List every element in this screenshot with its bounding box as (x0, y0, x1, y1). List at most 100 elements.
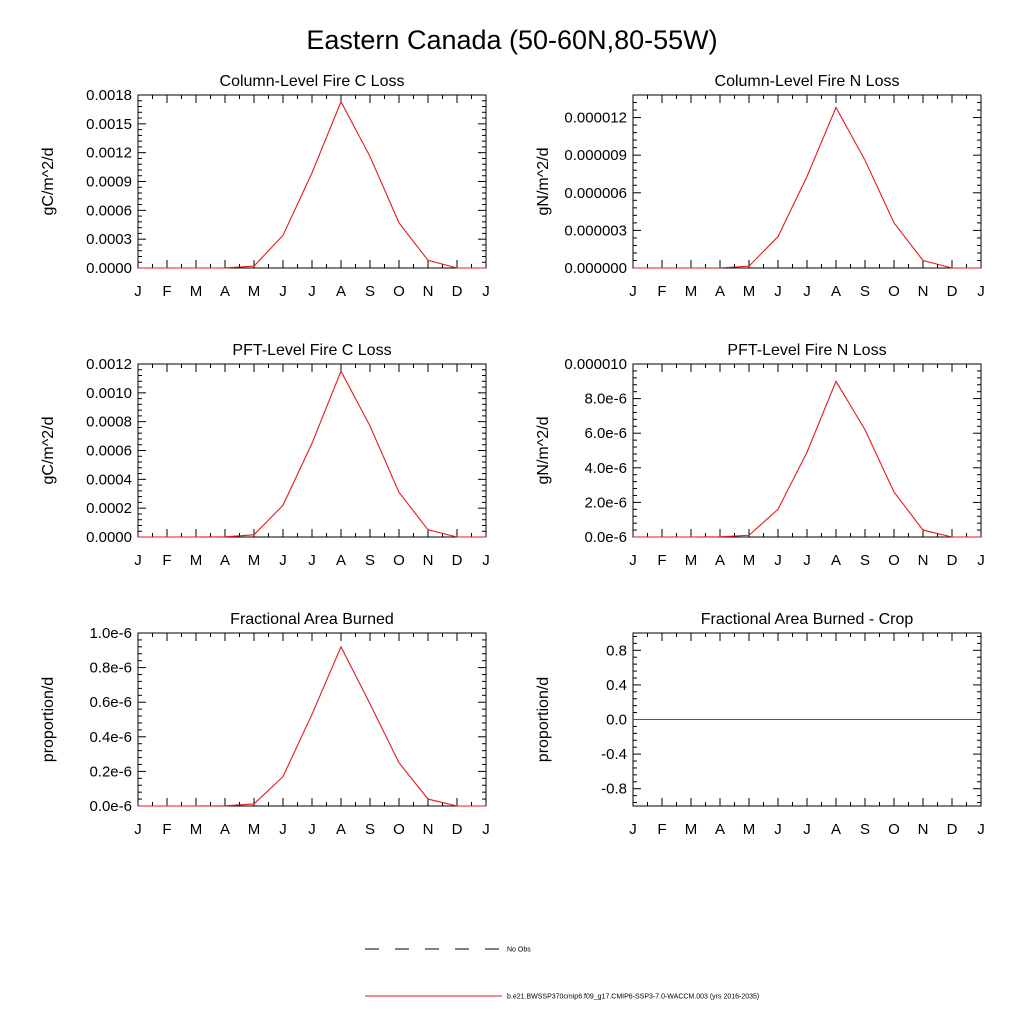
x-tick-label: J (134, 283, 142, 300)
legend-label-no-obs: No Obs (507, 947, 531, 954)
x-tick-label: J (774, 821, 782, 838)
x-tick-label: M (190, 283, 203, 300)
y-axis-label: proportion/d (535, 677, 552, 762)
y-tick-label: 0.000009 (564, 147, 627, 164)
x-tick-label: M (248, 283, 261, 300)
x-tick-label: S (365, 821, 375, 838)
x-tick-label: J (629, 283, 637, 300)
y-tick-label: 0.0002 (86, 500, 132, 517)
y-tick-label: 0.0008 (86, 414, 132, 431)
y-tick-label: 0.0 (606, 712, 627, 729)
x-tick-label: J (134, 821, 142, 838)
x-tick-label: M (685, 283, 698, 300)
x-tick-label: J (629, 821, 637, 838)
chart-panel-6: Fractional Area Burned - Crop proportion/… (535, 611, 985, 838)
y-tick-label: 0.000006 (564, 185, 627, 202)
y-tick-label: 0.0009 (86, 174, 132, 191)
x-tick-label: N (423, 552, 434, 569)
y-tick-label: 0.0006 (86, 202, 132, 219)
x-tick-label: J (279, 283, 287, 300)
x-tick-label: D (947, 821, 958, 838)
x-tick-label: M (743, 283, 756, 300)
x-tick-label: J (774, 552, 782, 569)
y-tick-label: 0.0012 (86, 145, 132, 162)
x-tick-label: D (452, 552, 463, 569)
y-tick-label: 2.0e-6 (584, 494, 627, 511)
x-tick-label: J (134, 552, 142, 569)
x-tick-label: F (162, 283, 171, 300)
x-tick-label: F (657, 552, 666, 569)
x-tick-label: J (482, 552, 490, 569)
x-tick-label: O (393, 283, 405, 300)
y-tick-label: 0.0010 (86, 385, 132, 402)
y-tick-label: 0.000003 (564, 222, 627, 239)
y-tick-label: 0.6e-6 (89, 694, 132, 711)
x-tick-label: M (248, 821, 261, 838)
x-tick-label: M (743, 552, 756, 569)
panel-title: Column-Level Fire C Loss (220, 73, 405, 90)
x-tick-label: J (308, 821, 316, 838)
x-tick-label: F (162, 821, 171, 838)
x-tick-label: A (220, 821, 230, 838)
x-tick-label: N (918, 283, 929, 300)
x-tick-label: D (947, 283, 958, 300)
series-line-1 (138, 100, 486, 269)
y-tick-label: 0.0004 (86, 471, 132, 488)
figure-title: Eastern Canada (50-60N,80-55W) (306, 25, 717, 55)
x-tick-label: A (336, 552, 346, 569)
series-line-1 (138, 645, 486, 807)
y-tick-label: 0.8e-6 (89, 660, 132, 677)
x-tick-label: O (888, 283, 900, 300)
legend: No Obs b.e21.BWSSP370cmip6.f09_g17.CMIP6… (365, 947, 759, 1001)
panel-title: Fractional Area Burned (230, 611, 394, 628)
x-tick-label: J (308, 552, 316, 569)
x-tick-label: A (831, 552, 841, 569)
panel-title: PFT-Level Fire C Loss (232, 342, 391, 359)
y-tick-label: 0.0018 (86, 87, 132, 104)
y-tick-label: 0.0006 (86, 443, 132, 460)
legend-label-model-run: b.e21.BWSSP370cmip6.f09_g17.CMIP6-SSP3-7… (507, 994, 759, 1001)
y-tick-label: -0.8 (601, 781, 627, 798)
y-tick-label: 6.0e-6 (584, 425, 627, 442)
x-tick-label: A (336, 821, 346, 838)
panel-title: PFT-Level Fire N Loss (727, 342, 886, 359)
plot-frame (632, 363, 982, 538)
x-tick-label: M (743, 821, 756, 838)
y-tick-label: 0.0000 (86, 260, 132, 277)
y-tick-label: 0.000010 (564, 356, 627, 373)
y-axis-label: gN/m^2/d (535, 148, 552, 216)
x-tick-label: S (860, 283, 870, 300)
y-tick-label: 0.000012 (564, 110, 627, 127)
x-tick-label: N (918, 552, 929, 569)
y-tick-label: 0.0012 (86, 356, 132, 373)
x-tick-label: N (423, 283, 434, 300)
x-tick-label: M (190, 552, 203, 569)
x-tick-label: N (918, 821, 929, 838)
y-tick-label: 0.0000 (86, 529, 132, 546)
x-tick-label: J (803, 552, 811, 569)
x-tick-label: A (715, 821, 725, 838)
y-tick-label: 4.0e-6 (584, 460, 627, 477)
x-tick-label: M (685, 821, 698, 838)
x-tick-label: A (831, 283, 841, 300)
x-tick-label: J (279, 552, 287, 569)
y-tick-label: 0.0015 (86, 116, 132, 133)
y-tick-label: 0.000000 (564, 260, 627, 277)
panel-title: Fractional Area Burned - Crop (701, 611, 914, 628)
x-tick-label: A (715, 552, 725, 569)
x-tick-label: J (774, 283, 782, 300)
y-tick-label: 0.0e-6 (584, 529, 627, 546)
plot-frame (632, 94, 982, 269)
x-tick-label: J (482, 821, 490, 838)
x-tick-label: J (977, 821, 985, 838)
x-tick-label: J (803, 283, 811, 300)
y-tick-label: 0.0e-6 (89, 798, 132, 815)
panel-title: Column-Level Fire N Loss (715, 73, 900, 90)
x-tick-label: M (190, 821, 203, 838)
